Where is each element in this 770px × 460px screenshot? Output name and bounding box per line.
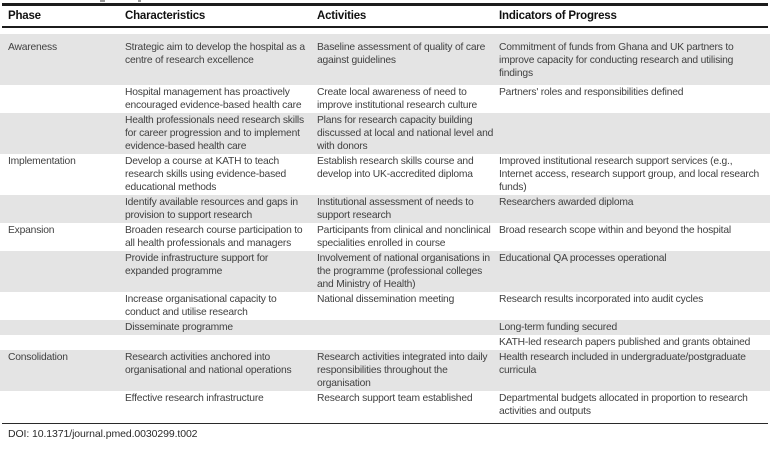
top-rule xyxy=(2,3,768,6)
cell-characteristics: Effective research infrastructure xyxy=(125,393,264,404)
cell-activities: Institutional assessment of needs to sup… xyxy=(317,197,474,221)
cell-phase xyxy=(0,196,125,222)
cell-activities: Establish research skills course and dev… xyxy=(317,156,474,180)
cell-phase xyxy=(0,392,125,418)
column-header-phase: Phase xyxy=(8,10,41,22)
cell-phase xyxy=(0,86,125,112)
cell-phase xyxy=(0,321,125,334)
cell-indicators xyxy=(499,114,770,153)
column-header-characteristics: Characteristics xyxy=(125,10,206,22)
table-row: Effective research infrastructure Resear… xyxy=(0,391,770,419)
table-row: Implementation Develop a course at KATH … xyxy=(0,154,770,195)
cell-activities: Involvement of national organisations in… xyxy=(317,253,490,290)
cell-characteristics: Develop a course at KATH to teach resear… xyxy=(125,156,287,193)
cell-indicators: KATH-led research papers published and g… xyxy=(499,337,751,348)
cell-characteristics: Disseminate programme xyxy=(125,322,233,333)
header-separator-rule xyxy=(2,26,768,28)
doi-line: DOI: 10.1371/journal.pmed.0030299.t002 xyxy=(8,428,198,440)
table-row: Awareness Strategic aim to develop the h… xyxy=(0,34,770,85)
cell-indicators: Commitment of funds from Ghana and UK pa… xyxy=(499,42,734,79)
cell-activities: Baseline assessment of quality of care a… xyxy=(317,42,486,66)
cell-phase xyxy=(0,336,125,349)
cell-phase xyxy=(0,114,125,153)
cell-characteristics: Health professionals need research skill… xyxy=(125,115,304,152)
cell-indicators: Researchers awarded diploma xyxy=(499,197,634,208)
cell-indicators: Broad research scope within and beyond t… xyxy=(499,225,731,236)
cell-activities xyxy=(317,336,499,349)
table-row: Consolidation Research activities anchor… xyxy=(0,350,770,391)
table-row: Expansion Broaden research course partic… xyxy=(0,223,770,251)
cell-activities: National dissemination meeting xyxy=(317,294,455,305)
cell-phase: Awareness xyxy=(8,42,57,53)
cell-phase xyxy=(0,252,125,291)
cell-activities: Research support team established xyxy=(317,393,473,404)
cell-indicators: Long-term funding secured xyxy=(499,322,618,333)
clipped-caption-fragment xyxy=(138,0,141,2)
cell-characteristics: Broaden research course participation to… xyxy=(125,225,303,249)
table-row: Health professionals need research skill… xyxy=(0,113,770,154)
column-header-activities: Activities xyxy=(317,10,367,22)
cell-indicators: Educational QA processes operational xyxy=(499,253,667,264)
table-row: Provide infrastructure support for expan… xyxy=(0,251,770,292)
cell-phase: Expansion xyxy=(8,225,55,236)
cell-indicators: Health research included in undergraduat… xyxy=(499,352,746,376)
table-row: Identify available resources and gaps in… xyxy=(0,195,770,223)
cell-characteristics: Identify available resources and gaps in… xyxy=(125,197,298,221)
table-header-row: Phase Characteristics Activities Indicat… xyxy=(0,6,770,26)
cell-activities: Participants from clinical and nonclinic… xyxy=(317,225,491,249)
cell-phase: Consolidation xyxy=(8,352,68,363)
cell-phase xyxy=(0,293,125,319)
cell-indicators: Departmental budgets allocated in propor… xyxy=(499,393,748,417)
table-body: Awareness Strategic aim to develop the h… xyxy=(0,34,770,419)
cell-activities: Create local awareness of need to improv… xyxy=(317,87,478,111)
cell-characteristics: Research activities anchored into organi… xyxy=(125,352,292,376)
table-row: Disseminate programme Long-term funding … xyxy=(0,320,770,335)
cell-activities: Research activities integrated into dail… xyxy=(317,352,488,389)
cell-indicators: Research results incorporated into audit… xyxy=(499,294,704,305)
table-row: Increase organisational capacity to cond… xyxy=(0,292,770,320)
cell-activities xyxy=(317,321,499,334)
column-header-indicators: Indicators of Progress xyxy=(499,10,617,22)
clipped-caption-fragment xyxy=(100,0,105,2)
cell-characteristics: Strategic aim to develop the hospital as… xyxy=(125,42,305,66)
cell-characteristics xyxy=(125,336,317,349)
cell-characteristics: Increase organisational capacity to cond… xyxy=(125,294,277,318)
cell-characteristics: Provide infrastructure support for expan… xyxy=(125,253,269,277)
bottom-rule xyxy=(2,423,768,424)
cell-characteristics: Hospital management has proactively enco… xyxy=(125,87,302,111)
cell-activities: Plans for research capacity building dis… xyxy=(317,115,494,152)
table-row: KATH-led research papers published and g… xyxy=(0,335,770,350)
table-row: Hospital management has proactively enco… xyxy=(0,85,770,113)
cell-phase: Implementation xyxy=(8,156,76,167)
cell-indicators: Improved institutional research support … xyxy=(499,156,760,193)
cell-indicators: Partners' roles and responsibilities def… xyxy=(499,87,684,98)
